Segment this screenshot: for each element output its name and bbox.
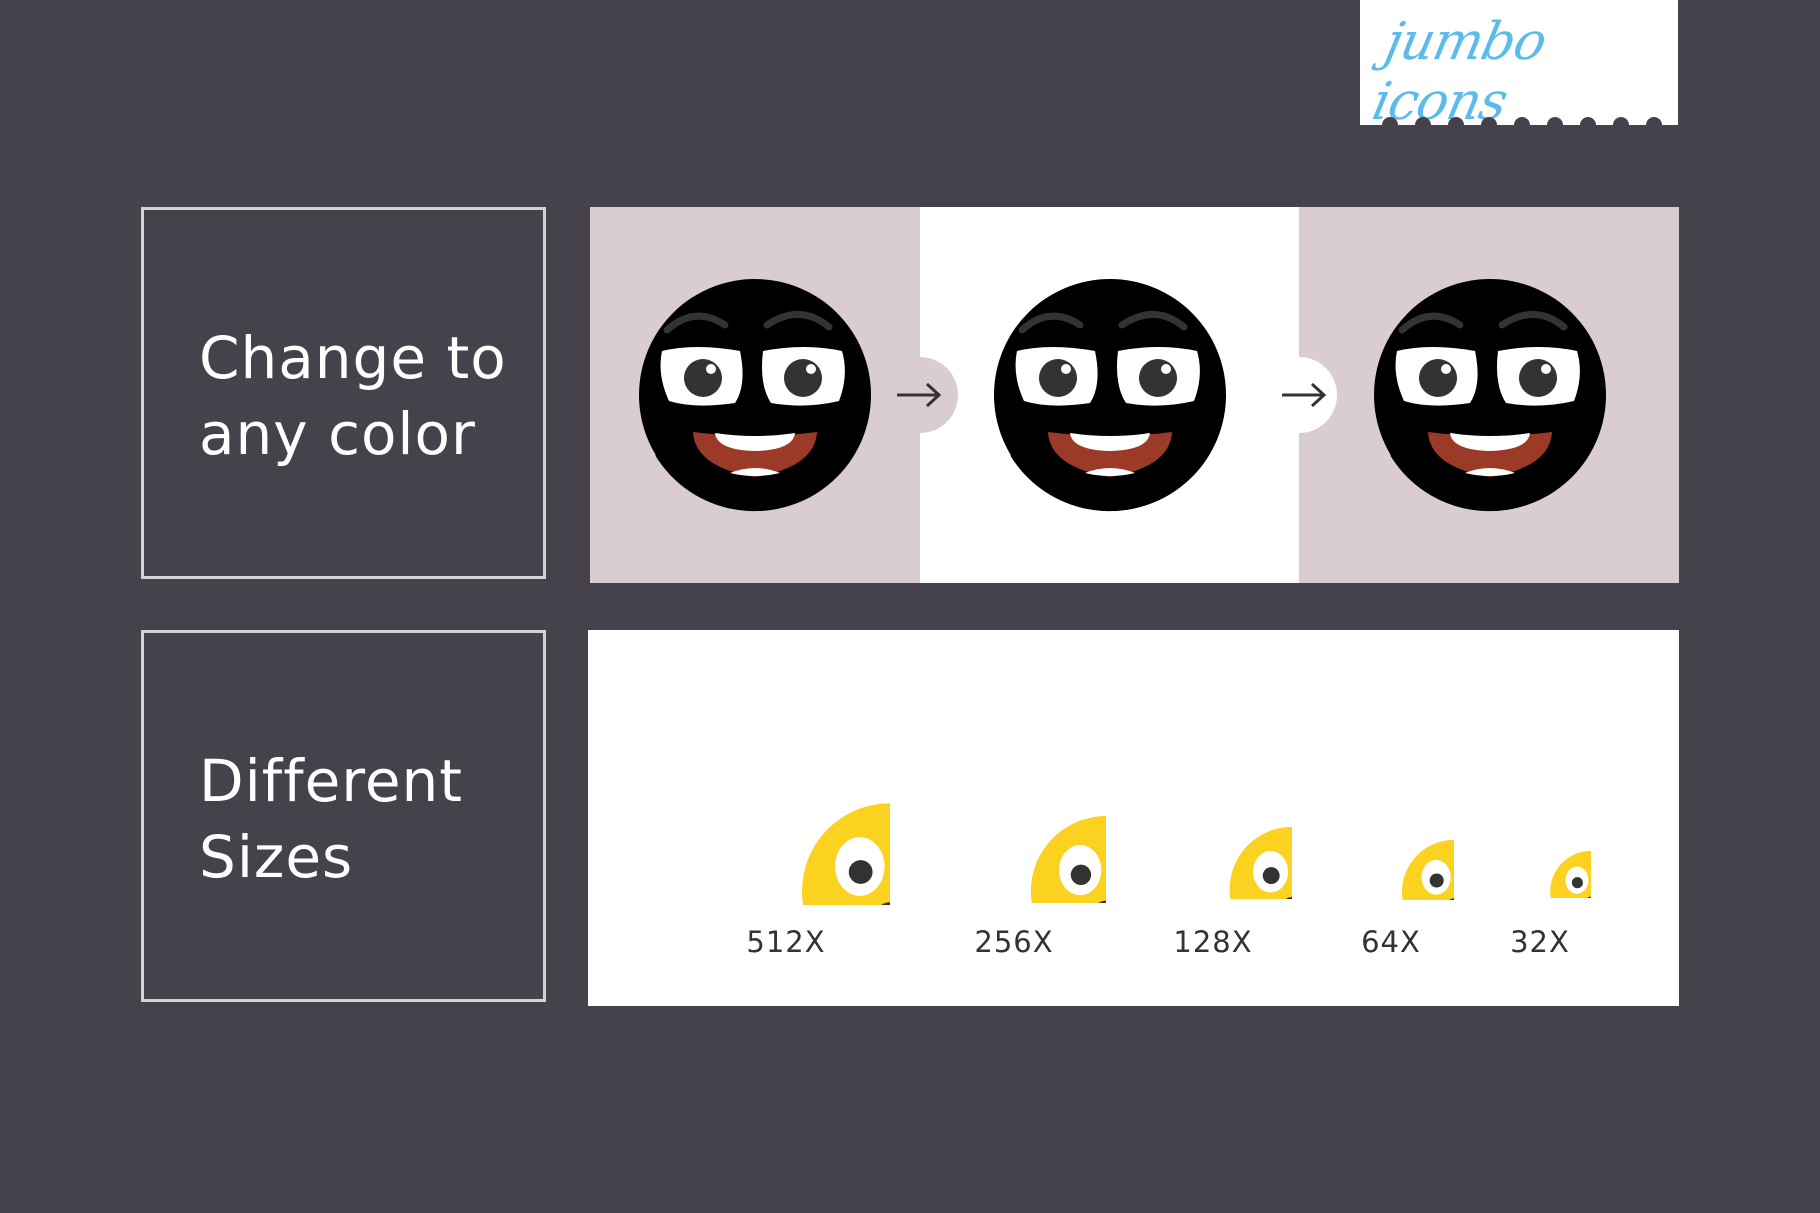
arrow-right-icon	[897, 382, 942, 408]
scared-face-64-icon	[1324, 770, 1454, 900]
size-label-256: 256X	[974, 925, 1054, 959]
color-label-line2: any color	[199, 400, 476, 468]
sizes-label-line1: Different	[199, 747, 464, 815]
sizes-label-line2: Sizes	[199, 823, 354, 891]
size-label-128: 128X	[1173, 925, 1253, 959]
face-yellow-icon: #y .f{fill:#fbd21f}#y .s{fill:#f8c21c}	[990, 275, 1230, 515]
face-green-icon: #g .f{fill:#bfd62f}#g .s{fill:#b3c733}	[635, 275, 875, 515]
sizes-panel	[588, 630, 1679, 1006]
size-label-512: 512X	[746, 925, 826, 959]
color-label-box: Change to any color	[141, 207, 546, 579]
logo-perforation	[1382, 117, 1662, 125]
scared-face-32-icon	[1489, 796, 1591, 898]
logo-text: jumbo icons	[1367, 12, 1552, 125]
sizes-label-box: Different Sizes	[141, 630, 546, 1002]
scared-face-256-icon	[918, 715, 1106, 903]
jumbo-icons-logo: jumbo icons	[1360, 0, 1678, 125]
size-label-32: 32X	[1510, 925, 1570, 959]
size-label-64: 64X	[1361, 925, 1421, 959]
arrow-right-icon	[1282, 382, 1327, 408]
scared-face-128-icon	[1136, 743, 1292, 899]
scared-face-512-icon	[670, 685, 890, 905]
face-orange-icon: #o .f{fill:#f6941e}#o .s{fill:#ec8623}	[1370, 275, 1610, 515]
color-label-line1: Change to	[199, 324, 507, 392]
